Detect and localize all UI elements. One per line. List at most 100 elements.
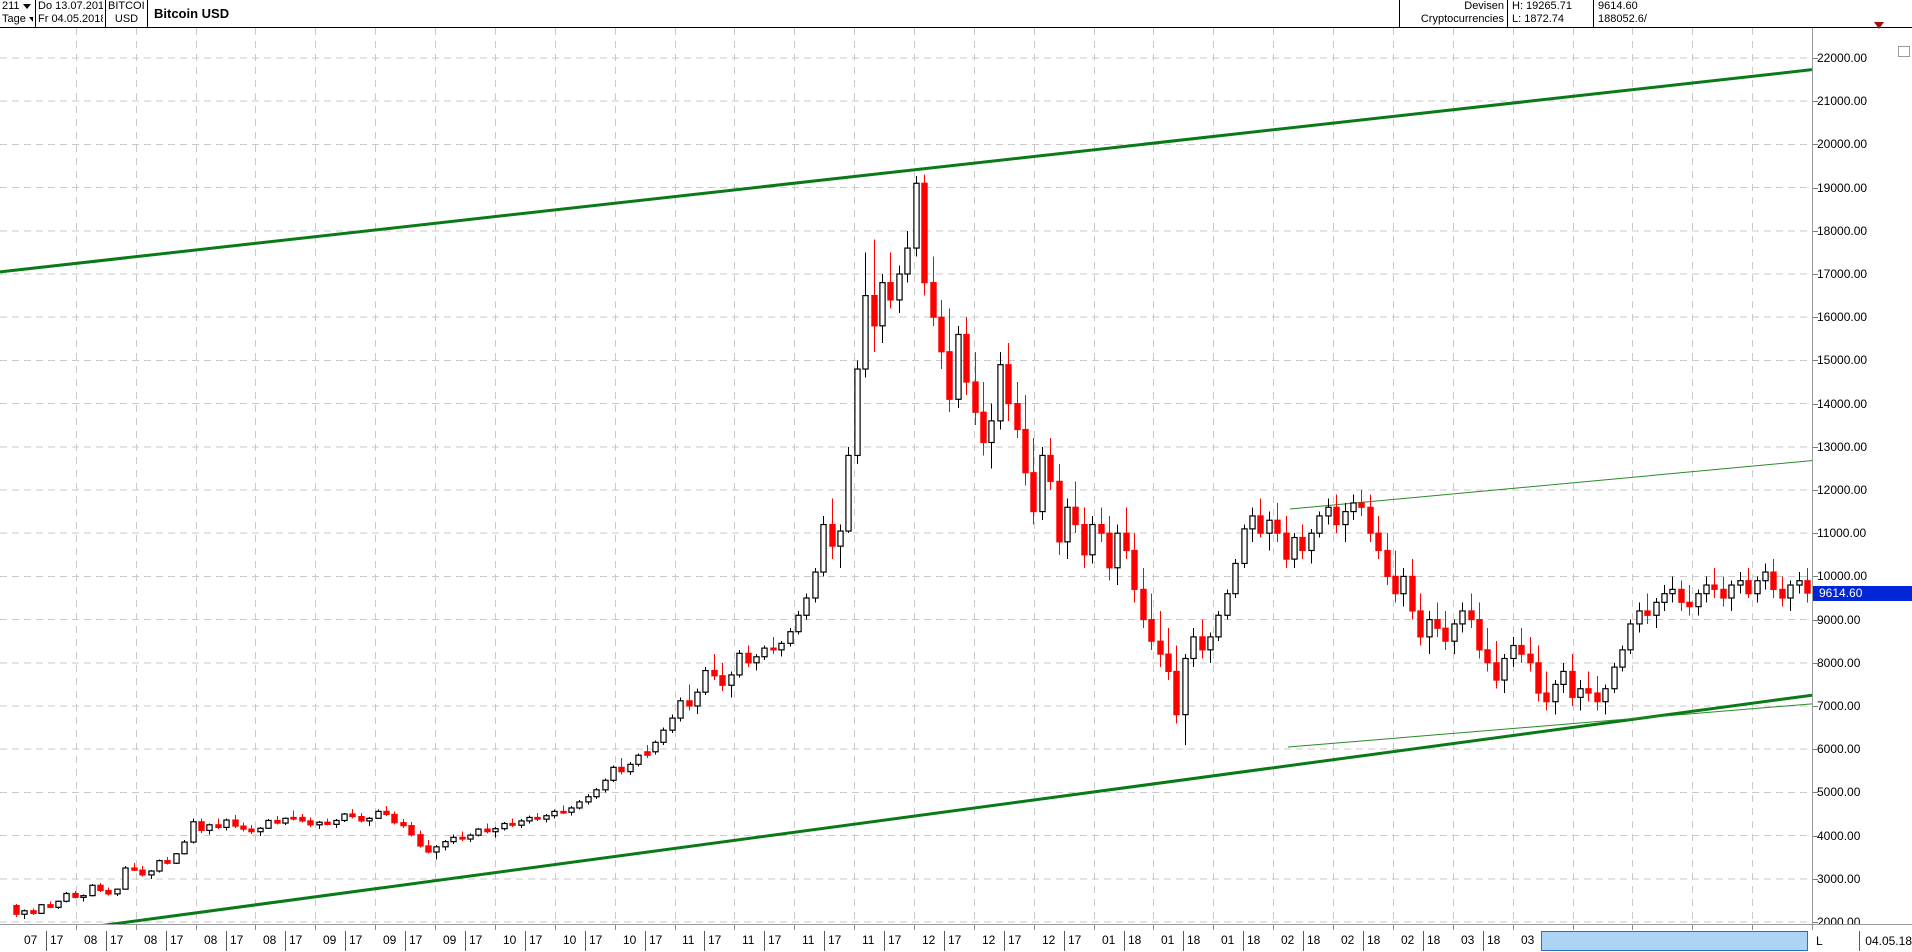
- date-axis-year-label: 17: [948, 933, 962, 947]
- date-axis-tick: [1453, 925, 1454, 930]
- date-axis-separator: [1423, 931, 1424, 951]
- last-price: 9614.60: [1598, 0, 1638, 12]
- price-axis-tick: [1813, 317, 1818, 319]
- date-axis-tick: [1573, 925, 1574, 930]
- date-axis-year-label: 17: [1008, 933, 1022, 947]
- date-axis-tick: [1692, 925, 1693, 930]
- date-axis-tick: [854, 925, 855, 930]
- date-axis-month-label: 12: [982, 933, 996, 947]
- date-axis-year-label: 17: [768, 933, 782, 947]
- price-axis-tick: [1813, 144, 1818, 146]
- price-axis-tick-label: 16000.00: [1817, 310, 1868, 325]
- date-axis-tick: [555, 925, 556, 930]
- date-axis-tick: [974, 925, 975, 930]
- price-axis-tick: [1813, 662, 1818, 664]
- price-axis-tick: [1813, 922, 1818, 923]
- last-price-badge: 9614.60: [1813, 586, 1912, 602]
- price-axis-tick: [1813, 533, 1818, 535]
- price-axis-tick: [1813, 576, 1818, 578]
- date-axis-year-label: 18: [1307, 933, 1321, 947]
- date-axis-separator: [764, 931, 765, 951]
- date-axis-year-label: 17: [230, 933, 244, 947]
- date-axis-year-label: 17: [50, 933, 64, 947]
- date-range-selection[interactable]: [1541, 931, 1808, 951]
- header-date-range[interactable]: Do 13.07.2017 Fr 04.05.2018: [36, 0, 106, 27]
- price-axis-tick: [1813, 187, 1818, 189]
- period-high: H: 19265.71: [1512, 0, 1572, 12]
- date-axis-month-label: 03: [1461, 933, 1475, 947]
- date-axis-tick: [375, 925, 376, 930]
- price-axis-tick-label: 15000.00: [1817, 353, 1868, 368]
- chevron-down-icon[interactable]: [22, 3, 31, 9]
- date-axis-separator: [345, 931, 346, 951]
- date-axis-tick: [76, 925, 77, 930]
- date-axis-month-label: 03: [1521, 933, 1535, 947]
- chevron-down-icon[interactable]: [28, 16, 33, 22]
- date-axis-month-label: 01: [1161, 933, 1175, 947]
- date-axis-year-label: 17: [409, 933, 423, 947]
- price-axis-tick-label: 13000.00: [1817, 439, 1868, 454]
- price-axis-tick: [1813, 101, 1818, 103]
- date-axis-month-label: 02: [1401, 933, 1415, 947]
- price-axis-tick-label: 18000.00: [1817, 223, 1868, 238]
- date-axis-tick: [1513, 925, 1514, 930]
- price-axis-tick-label: 21000.00: [1817, 94, 1868, 109]
- date-axis-month-label: 02: [1281, 933, 1295, 947]
- date-axis-year-label: 18: [1367, 933, 1381, 947]
- symbol-name: BITCOIN: [108, 0, 145, 12]
- date-axis-month-label: 08: [204, 933, 218, 947]
- date-axis-last-marker: L: [1816, 934, 1823, 948]
- date-axis-tick: [196, 925, 197, 930]
- price-axis-tick-label: 4000.00: [1817, 828, 1861, 843]
- price-axis-tick-label: 11000.00: [1817, 526, 1867, 541]
- date-axis-separator: [106, 931, 107, 951]
- price-axis-tick-label: 10000.00: [1817, 569, 1868, 584]
- price-axis-tick: [1813, 403, 1818, 405]
- chart-header-bar: 211 Tage Do 13.07.2017 Fr 04.05.2018 BIT…: [0, 0, 1912, 28]
- price-axis-tick-label: 6000.00: [1817, 742, 1861, 757]
- date-axis-year-label: 17: [649, 933, 663, 947]
- header-bars-interval[interactable]: 211 Tage: [0, 0, 36, 27]
- date-axis-separator: [46, 931, 47, 951]
- date-axis-tick: [675, 925, 676, 930]
- price-axis-tick-label: 12000.00: [1817, 483, 1868, 497]
- date-axis[interactable]: 07 17 08 17 08 17 08 17 08 17 09 17 09 17 09 17 10 17 10 17…: [0, 924, 1912, 952]
- chart-area[interactable]: (c)Tai-Pan 22000.0021000.0020000.0019000…: [0, 22, 1912, 928]
- date-axis-tick: [914, 925, 915, 930]
- date-axis-year-label: 17: [170, 933, 184, 947]
- interval-label: Tage: [2, 13, 26, 25]
- date-axis-year-label: 18: [1128, 933, 1142, 947]
- date-axis-month-label: 12: [922, 933, 936, 947]
- page-title: Bitcoin USD: [148, 0, 1400, 27]
- price-axis-tick: [1813, 58, 1818, 59]
- date-axis-separator: [166, 931, 167, 951]
- price-plot[interactable]: [0, 28, 1812, 924]
- candlestick-canvas: [0, 28, 1812, 924]
- price-axis[interactable]: (c)Tai-Pan 22000.0021000.0020000.0019000…: [1812, 28, 1912, 928]
- price-axis-tick-label: 9000.00: [1817, 612, 1861, 627]
- date-axis-separator: [824, 931, 825, 951]
- price-axis-tick: [1813, 446, 1818, 448]
- date-axis-year-label: 17: [1068, 933, 1082, 947]
- date-axis-tick: [734, 925, 735, 930]
- price-axis-tick-label: 20000.00: [1817, 137, 1868, 152]
- axis-scale-handle[interactable]: [1898, 46, 1910, 57]
- date-axis-separator: [1483, 931, 1484, 951]
- date-axis-tick: [1333, 925, 1334, 930]
- date-axis-month-label: 01: [1221, 933, 1235, 947]
- date-axis-separator: [465, 931, 466, 951]
- date-axis-tick: [1812, 925, 1813, 930]
- date-axis-separator: [525, 931, 526, 951]
- date-axis-separator: [1064, 931, 1065, 951]
- date-axis-separator: [285, 931, 286, 951]
- price-axis-tick-label: 14000.00: [1817, 396, 1868, 411]
- date-axis-month-label: 01: [1102, 933, 1116, 947]
- date-axis-tick: [1034, 925, 1035, 930]
- date-axis-tick: [1094, 925, 1095, 930]
- header-symbol[interactable]: BITCOIN USD: [106, 0, 148, 27]
- date-axis-month-label: 08: [144, 933, 158, 947]
- date-axis-tick: [794, 925, 795, 930]
- header-market: Devisen Cryptocurrencies: [1400, 0, 1508, 27]
- price-axis-tick: [1813, 878, 1818, 880]
